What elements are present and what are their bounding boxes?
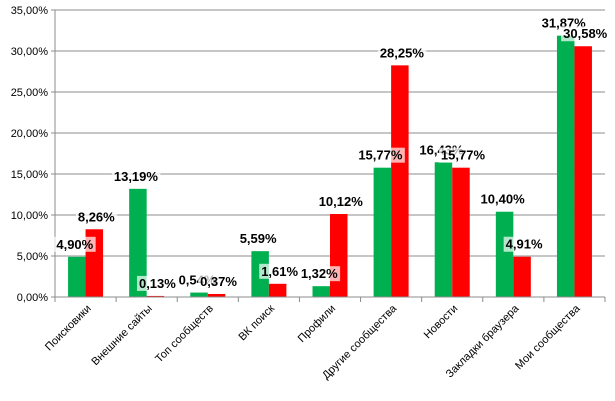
- data-label-text: 28,25%: [380, 45, 425, 60]
- data-label-text: 4,91%: [506, 237, 543, 252]
- bar: [495, 211, 514, 297]
- data-label-text: 5,59%: [240, 231, 277, 246]
- y-tick-label: 30,00%: [11, 46, 49, 58]
- bar: [452, 167, 470, 297]
- data-label-text: 15,77%: [358, 148, 403, 163]
- x-tick-label: Профили: [296, 303, 338, 345]
- data-label: 5,59%: [237, 231, 280, 247]
- data-label-background: [259, 263, 301, 279]
- data-label-background: [237, 231, 280, 247]
- data-label-background: [136, 275, 179, 291]
- data-label-text: 1,32%: [301, 266, 338, 281]
- data-label-text: 0,13%: [139, 276, 176, 291]
- data-label: 28,25%: [377, 45, 427, 61]
- bar: [391, 65, 409, 297]
- data-label: 13,19%: [111, 168, 161, 184]
- data-label-background: [503, 236, 545, 252]
- data-label-text: 1,61%: [261, 264, 298, 279]
- x-tick-label: Топ сообществ: [153, 303, 216, 366]
- data-label: 0,37%: [198, 273, 240, 289]
- bar: [373, 167, 392, 297]
- data-label: 8,26%: [75, 209, 118, 225]
- data-label-background: [377, 45, 427, 61]
- bar: [129, 188, 147, 297]
- y-tick-label: 5,00%: [17, 251, 48, 263]
- data-label-text: 13,19%: [114, 169, 159, 184]
- y-tick-label: 35,00%: [11, 5, 49, 17]
- x-tick-label: Поисковики: [43, 303, 94, 354]
- data-label-text: 0,37%: [200, 274, 237, 289]
- bar: [312, 286, 330, 297]
- data-label-background: [356, 147, 405, 163]
- x-tick-label: ВК поиск: [236, 303, 277, 344]
- data-label-background: [54, 236, 96, 252]
- data-label: 1,61%: [259, 263, 301, 279]
- data-label-background: [316, 194, 366, 210]
- bar: [68, 256, 86, 297]
- y-tick-label: 25,00%: [11, 87, 49, 99]
- bar: [330, 214, 348, 297]
- data-label: 10,12%: [316, 194, 366, 210]
- bars: [68, 35, 592, 297]
- data-labels: 4,90%8,26%13,19%0,13% 0,54%0,37%5,59%1,61…: [54, 15, 610, 291]
- data-label-background: [111, 168, 161, 184]
- x-tick-label: Внешние сайты: [89, 303, 154, 368]
- y-axis: 0,00% 5,00% 10,00% 15,00% 20,00% 25,00% 30,00%…: [11, 5, 56, 304]
- bar: [146, 295, 165, 297]
- data-label-background: [561, 26, 610, 42]
- data-label-text: 4,90%: [56, 237, 93, 252]
- data-label: 15,77%: [356, 147, 405, 163]
- bar: [513, 256, 531, 297]
- data-label: 0,13%: [136, 275, 179, 291]
- data-label-background: [298, 266, 341, 282]
- data-label-text: 8,26%: [78, 209, 115, 224]
- y-tick-label: 10,00%: [11, 210, 49, 222]
- y-tick-label: 15,00%: [11, 169, 49, 181]
- data-label-background: [198, 273, 240, 289]
- data-label-text: 30,58%: [563, 26, 608, 41]
- data-label-text: 10,40%: [481, 192, 526, 207]
- x-tick-label: Мои сообщества: [513, 302, 583, 372]
- bar: [207, 293, 226, 297]
- x-tick-label: Новости: [422, 303, 461, 342]
- data-label: 1,32%: [298, 266, 341, 282]
- data-label-background: [438, 147, 488, 163]
- bar: [556, 35, 575, 297]
- data-label-background: [478, 191, 528, 207]
- data-label: 4,91%: [503, 236, 545, 252]
- data-label-background: [75, 209, 118, 225]
- bar: [190, 292, 208, 297]
- y-tick-label: 0,00%: [17, 292, 48, 304]
- data-label: 30,58%: [561, 26, 610, 42]
- data-label: 4,90%: [54, 236, 96, 252]
- data-label: 15,77%: [438, 147, 488, 163]
- data-label-text: 10,12%: [319, 194, 364, 209]
- y-tick-label: 20,00%: [11, 128, 49, 140]
- bar: [268, 283, 287, 297]
- bar: [434, 162, 453, 297]
- data-label-text: 15,77%: [441, 148, 486, 163]
- bar: [574, 46, 592, 297]
- data-label: 10,40%: [478, 191, 528, 207]
